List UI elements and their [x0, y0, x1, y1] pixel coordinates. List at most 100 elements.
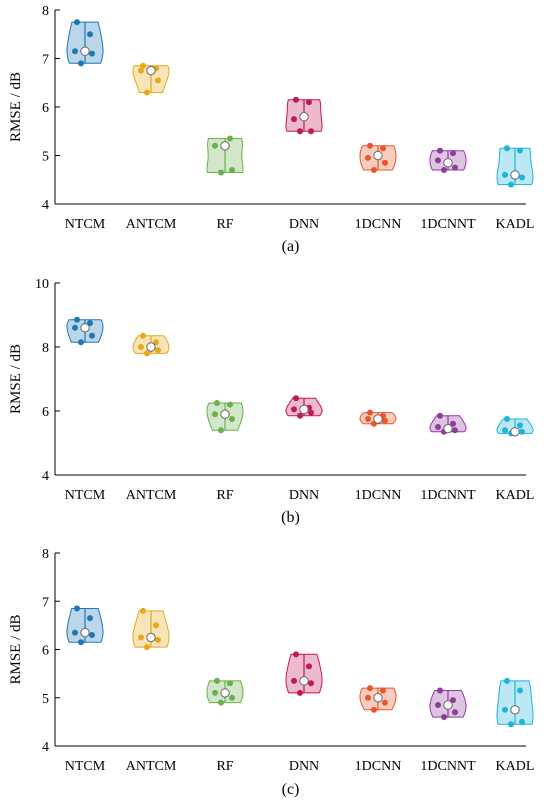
x-tick-label-ntcm: NTCM [65, 759, 106, 774]
x-tick-label-rf: RF [216, 759, 233, 774]
data-point-1dcnn [367, 685, 373, 692]
median-marker-kadl [510, 705, 520, 715]
x-tick-label-ntcm: NTCM [65, 488, 106, 503]
data-point-kadl [502, 427, 508, 434]
data-point-kadl [517, 422, 523, 429]
data-point-rf [227, 680, 233, 687]
data-point-ntcm [74, 316, 80, 323]
data-point-antcm [144, 350, 150, 357]
data-point-1dcnn [382, 417, 388, 424]
data-point-antcm [138, 634, 144, 641]
data-point-dnn [293, 395, 299, 402]
data-point-1dcnnt [441, 167, 447, 174]
data-point-ntcm [89, 332, 95, 339]
x-tick-label-dnn: DNN [289, 217, 319, 232]
median-marker-1dcnnt [443, 423, 453, 434]
data-point-dnn [291, 406, 297, 413]
panel-caption: (c) [282, 781, 300, 798]
data-point-kadl [517, 147, 523, 154]
median-marker-1dcnn [373, 693, 383, 703]
median-marker-kadl [510, 427, 520, 437]
data-point-rf [212, 142, 218, 149]
data-point-dnn [308, 128, 314, 135]
data-point-antcm [144, 644, 150, 651]
data-point-1dcnnt [435, 157, 441, 164]
data-point-1dcnn [380, 687, 386, 694]
data-point-kadl [504, 145, 510, 152]
y-tick-label: 8 [42, 547, 49, 562]
x-tick-label-antcm: ANTCM [126, 488, 177, 503]
x-tick-label-antcm: ANTCM [126, 217, 177, 232]
data-point-kadl [504, 416, 510, 422]
y-tick-label: 8 [42, 341, 49, 356]
data-point-dnn [291, 116, 297, 123]
median-marker-rf [220, 409, 230, 419]
y-tick-label: 6 [42, 101, 49, 116]
data-point-dnn [291, 677, 297, 684]
x-tick-label-kadl: KADL [496, 488, 535, 503]
chart-panel-2: 4 5 6 7 8 RMSE / dB NTCM ANTCM RF DNN 1DCNN 1DCNNT K… [8, 547, 534, 798]
data-point-1dcnn [380, 145, 386, 152]
data-point-ntcm [87, 615, 93, 622]
data-point-1dcnnt [437, 412, 443, 419]
chart-panel-0: 4 5 6 7 8 RMSE / dB NTCM ANTCM RF DNN 1DCNN 1DCNNT K… [8, 4, 534, 255]
data-point-antcm [138, 67, 144, 74]
y-axis-label: RMSE / dB [8, 614, 24, 684]
y-tick-label: 5 [42, 150, 49, 165]
y-tick-label: 10 [35, 277, 49, 292]
data-point-dnn [306, 663, 312, 670]
median-marker-ntcm [80, 46, 90, 56]
data-point-1dcnn [367, 142, 373, 149]
data-point-kadl [502, 171, 508, 178]
median-marker-dnn [299, 404, 309, 415]
data-point-1dcnnt [435, 701, 441, 708]
data-point-1dcnnt [437, 687, 443, 694]
y-tick-label: 4 [42, 469, 49, 484]
data-point-kadl [502, 706, 508, 713]
data-point-ntcm [78, 339, 84, 346]
data-point-rf [212, 689, 218, 696]
data-point-kadl [504, 677, 510, 684]
data-point-ntcm [87, 320, 93, 326]
data-point-antcm [153, 339, 159, 346]
y-axis-label: RMSE / dB [8, 72, 24, 142]
x-tick-label-1dcnnt: 1DCNNT [420, 488, 476, 503]
data-point-ntcm [74, 605, 80, 612]
median-marker-antcm [146, 342, 156, 352]
panel-caption: (b) [281, 509, 300, 526]
data-point-1dcnn [371, 706, 377, 713]
data-point-ntcm [72, 629, 78, 636]
data-point-rf [214, 677, 220, 684]
y-tick-label: 4 [42, 198, 49, 213]
data-point-antcm [140, 62, 146, 69]
data-point-antcm [140, 332, 146, 339]
data-point-1dcnn [367, 409, 373, 416]
data-point-ntcm [72, 324, 78, 331]
data-point-antcm [144, 89, 150, 96]
data-point-1dcnn [382, 159, 388, 166]
data-point-1dcnn [365, 416, 371, 422]
data-point-kadl [519, 718, 525, 725]
data-point-1dcnnt [452, 164, 458, 171]
x-tick-label-dnn: DNN [289, 488, 319, 503]
data-point-kadl [508, 721, 514, 728]
data-point-rf [218, 169, 224, 176]
data-point-dnn [308, 680, 314, 687]
data-point-1dcnnt [441, 714, 447, 721]
data-point-1dcnnt [452, 427, 458, 434]
data-point-ntcm [89, 50, 95, 57]
data-point-antcm [155, 77, 161, 84]
median-marker-ntcm [80, 323, 90, 333]
data-point-kadl [517, 687, 523, 694]
data-point-1dcnn [371, 167, 377, 174]
median-marker-1dcnn [373, 414, 383, 424]
x-tick-label-antcm: ANTCM [126, 759, 177, 774]
x-tick-label-dnn: DNN [289, 759, 319, 774]
median-marker-antcm [146, 65, 156, 76]
panel-caption: (a) [282, 238, 300, 255]
data-point-1dcnn [365, 694, 371, 701]
data-point-rf [212, 411, 218, 418]
x-tick-label-rf: RF [216, 217, 233, 232]
data-point-kadl [508, 181, 514, 188]
median-marker-antcm [146, 632, 156, 643]
